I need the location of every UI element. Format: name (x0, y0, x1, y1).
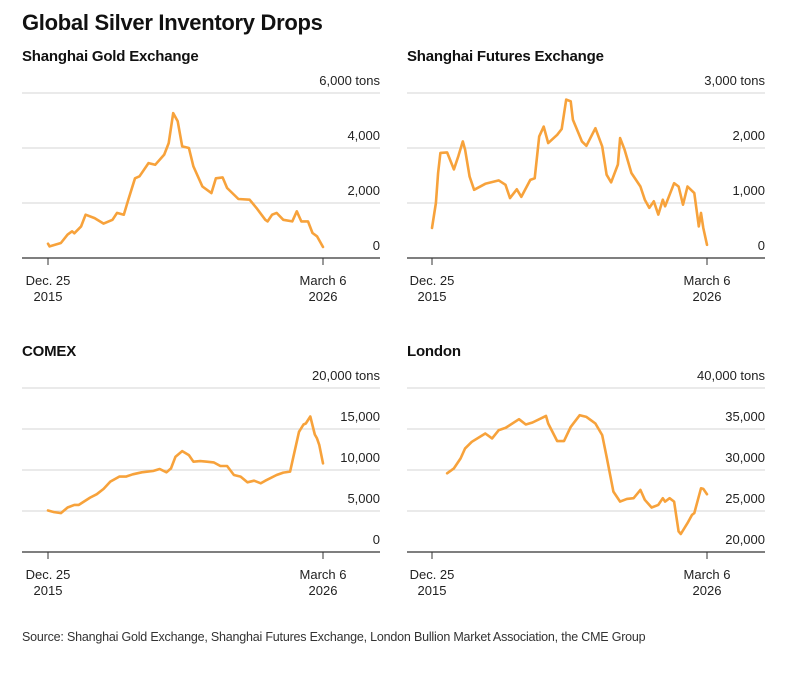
y-tick-label: 1,000 (732, 183, 765, 198)
y-tick-label: 20,000 (725, 532, 765, 547)
source-note: Source: Shanghai Gold Exchange, Shanghai… (22, 630, 646, 644)
inventory-line (445, 413, 709, 536)
x-tick-year-label: 2015 (34, 289, 63, 304)
y-tick-label: 4,000 (347, 128, 380, 143)
y-tick-label: 40,000 tons (697, 368, 765, 383)
x-tick-year-label: 2026 (309, 583, 338, 598)
y-tick-label: 30,000 (725, 450, 765, 465)
x-tick-year-label: 2015 (34, 583, 63, 598)
x-tick-year-label: 2026 (309, 289, 338, 304)
y-tick-label: 2,000 (732, 128, 765, 143)
x-tick-label: Dec. 25 (410, 273, 455, 288)
y-tick-label: 6,000 tons (319, 73, 380, 88)
y-tick-label: 15,000 (340, 409, 380, 424)
x-tick-year-label: 2026 (693, 583, 722, 598)
panel-title-comex: COMEX (22, 343, 77, 360)
panel-title-shanghai-futures-exchange: Shanghai Futures Exchange (407, 48, 604, 65)
x-tick-year-label: 2015 (418, 583, 447, 598)
y-tick-label: 0 (758, 238, 765, 253)
panel-title-london: London (407, 343, 461, 360)
y-tick-label: 3,000 tons (704, 73, 765, 88)
panel-3: 40,000 tons 35,000 30,000 25,000 20,000 Dec. … (407, 368, 765, 598)
panel-title-shanghai-gold-exchange: Shanghai Gold Exchange (22, 48, 199, 65)
x-tick-label: March 6 (300, 273, 347, 288)
x-tick-label: March 6 (300, 567, 347, 582)
x-tick-label: Dec. 25 (26, 273, 71, 288)
y-tick-label: 5,000 (347, 491, 380, 506)
y-tick-label: 25,000 (725, 491, 765, 506)
x-tick-year-label: 2015 (418, 289, 447, 304)
y-tick-label: 10,000 (340, 450, 380, 465)
y-tick-label: 35,000 (725, 409, 765, 424)
y-tick-label: 20,000 tons (312, 368, 380, 383)
inventory-line (430, 98, 709, 247)
x-tick-year-label: 2026 (693, 289, 722, 304)
y-tick-label: 0 (373, 532, 380, 547)
inventory-line (46, 111, 325, 249)
inventory-line (46, 415, 325, 515)
y-tick-label: 2,000 (347, 183, 380, 198)
x-tick-label: Dec. 25 (26, 567, 71, 582)
x-tick-label: March 6 (684, 567, 731, 582)
y-tick-label: 0 (373, 238, 380, 253)
x-tick-label: March 6 (684, 273, 731, 288)
panel-2: 20,000 tons 15,000 10,000 5,000 0 Dec. 252015… (22, 368, 380, 598)
chart-title: Global Silver Inventory Drops (22, 10, 323, 35)
x-tick-label: Dec. 25 (410, 567, 455, 582)
